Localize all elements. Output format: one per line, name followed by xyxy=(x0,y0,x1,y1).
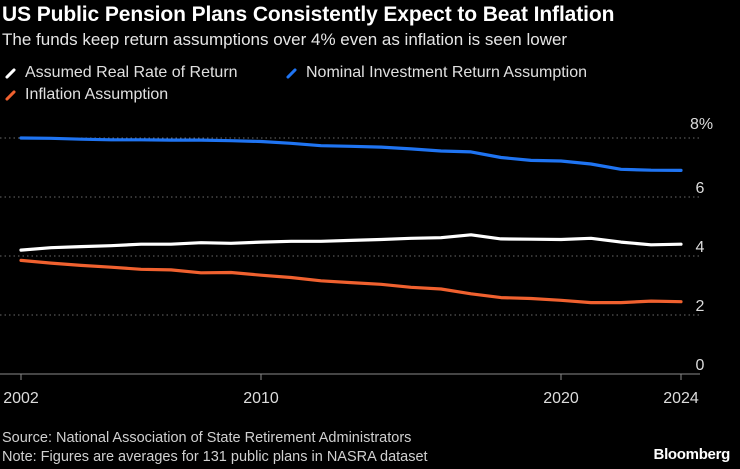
x-tick-label-2010: 2010 xyxy=(243,390,279,407)
x-tick-label-2002: 2002 xyxy=(3,390,39,407)
source-note: Source: National Association of State Re… xyxy=(2,430,412,446)
x-tick-label-2020: 2020 xyxy=(543,390,579,407)
legend-item-nominal-return: Nominal Investment Return Assumption xyxy=(283,64,587,82)
y-tick-label-2: 2 xyxy=(696,298,705,315)
chart-title: US Public Pension Plans Consistently Exp… xyxy=(2,3,615,26)
series-line-inflation-assumption xyxy=(19,258,683,305)
chart-subtitle: The funds keep return assumptions over 4… xyxy=(2,30,568,49)
legend-label-nominal-return: Nominal Investment Return Assumption xyxy=(306,64,588,81)
y-tick-label-4: 4 xyxy=(696,239,705,256)
y-tick-label-top: 8% xyxy=(690,116,713,133)
legend-item-inflation: Inflation Assumption xyxy=(2,86,168,104)
y-tick-label-0: 0 xyxy=(696,357,705,374)
legend-item-real-return: Assumed Real Rate of Return xyxy=(2,64,238,82)
series-line-assumed-real-rate-of-return xyxy=(19,233,683,252)
y-tick-label-6: 6 xyxy=(696,180,705,197)
legend-label-real-return: Assumed Real Rate of Return xyxy=(25,64,238,81)
series-line-nominal-investment-return-assumption xyxy=(19,136,683,172)
footnote: Note: Figures are averages for 131 publi… xyxy=(2,449,428,465)
x-tick-label-2024: 2024 xyxy=(663,390,699,407)
bloomberg-logo: Bloomberg xyxy=(653,446,731,463)
legend-label-inflation: Inflation Assumption xyxy=(25,86,169,103)
